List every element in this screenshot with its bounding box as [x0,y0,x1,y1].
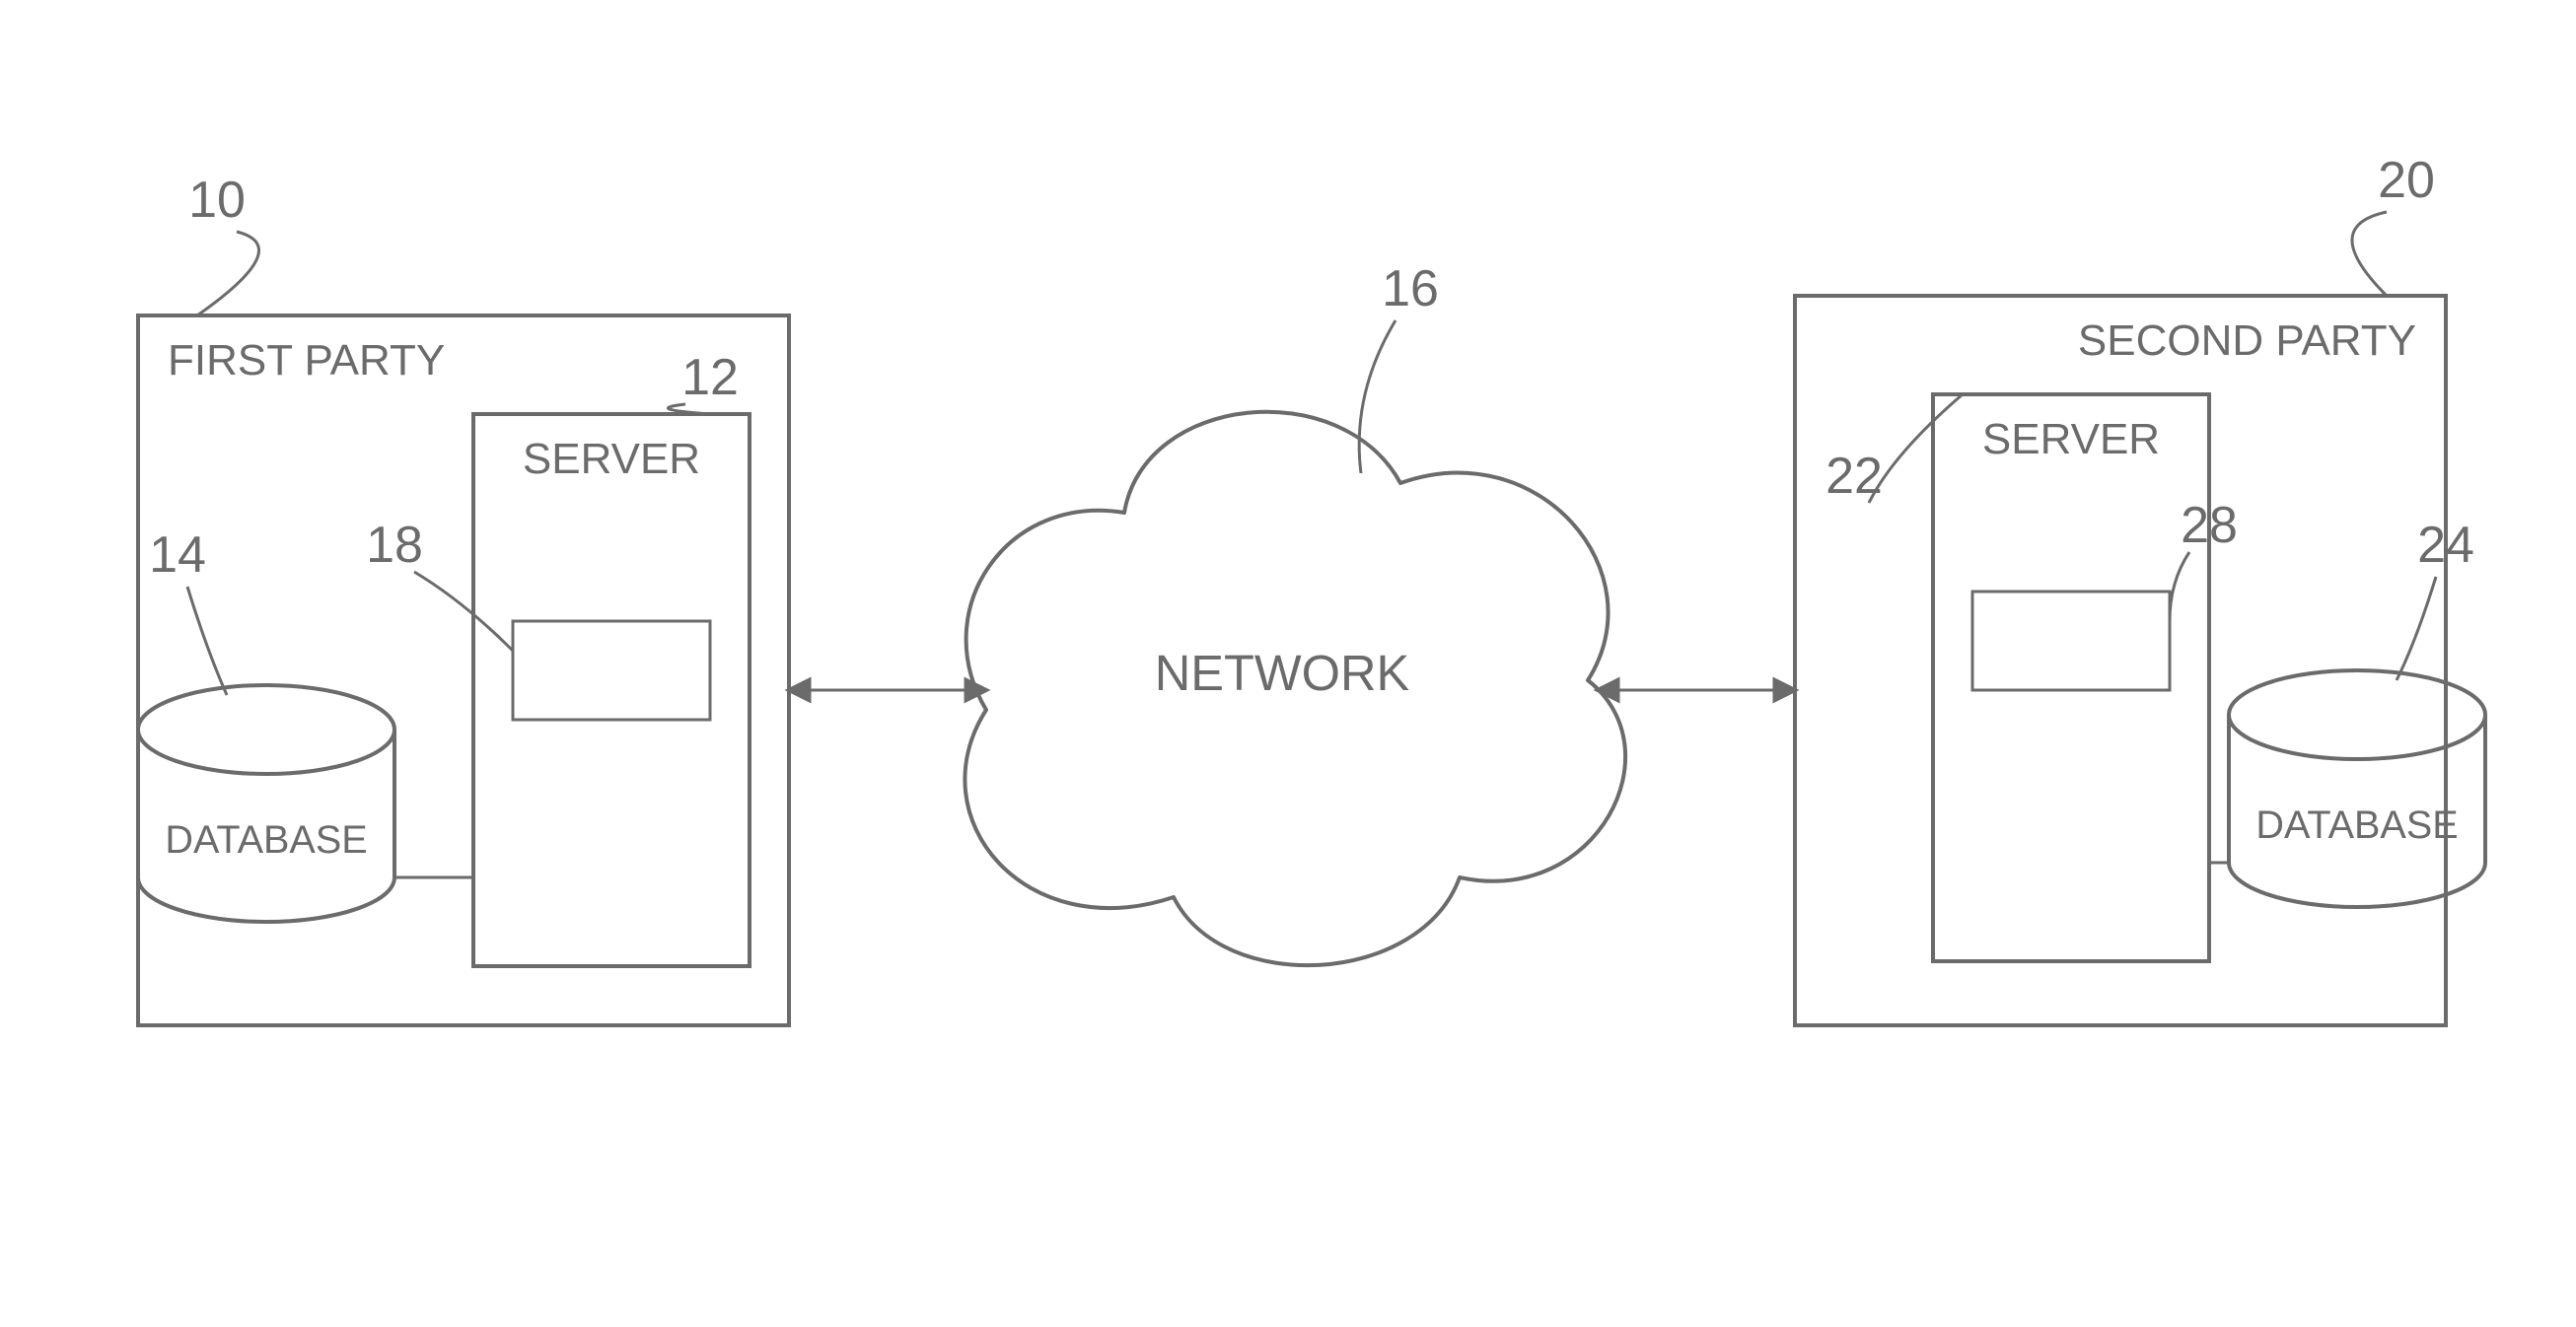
leader-10 [197,232,259,315]
module1-box [513,621,710,720]
ref-14: 14 [149,526,206,584]
server2-label: SERVER [1982,415,2160,463]
ref-16: 16 [1382,260,1439,317]
server1-box [473,414,750,966]
database1-top [138,685,394,774]
ref-10: 10 [188,172,246,229]
first-party-label: FIRST PARTY [168,336,445,384]
leader-20 [2352,212,2387,296]
database2-label: DATABASE [2255,803,2458,847]
server2-box [1933,394,2209,961]
leader-18 [414,572,513,651]
leader-14 [187,587,227,695]
ref-24: 24 [2417,517,2474,574]
network-label: NETWORK [1155,645,1410,701]
second-party-label: SECOND PARTY [2078,316,2416,365]
database1-label: DATABASE [165,818,367,862]
ref-28: 28 [2181,497,2238,554]
ref-12: 12 [681,349,739,406]
ref-20: 20 [2378,152,2435,209]
ref-18: 18 [366,517,423,574]
leader-24 [2397,577,2436,680]
ref-22: 22 [1825,448,1883,505]
leader-28 [2170,552,2189,621]
second-party-box [1795,296,2446,1025]
module2-box [1972,592,2170,690]
server1-label: SERVER [523,435,700,483]
leader-22 [1869,394,1963,503]
